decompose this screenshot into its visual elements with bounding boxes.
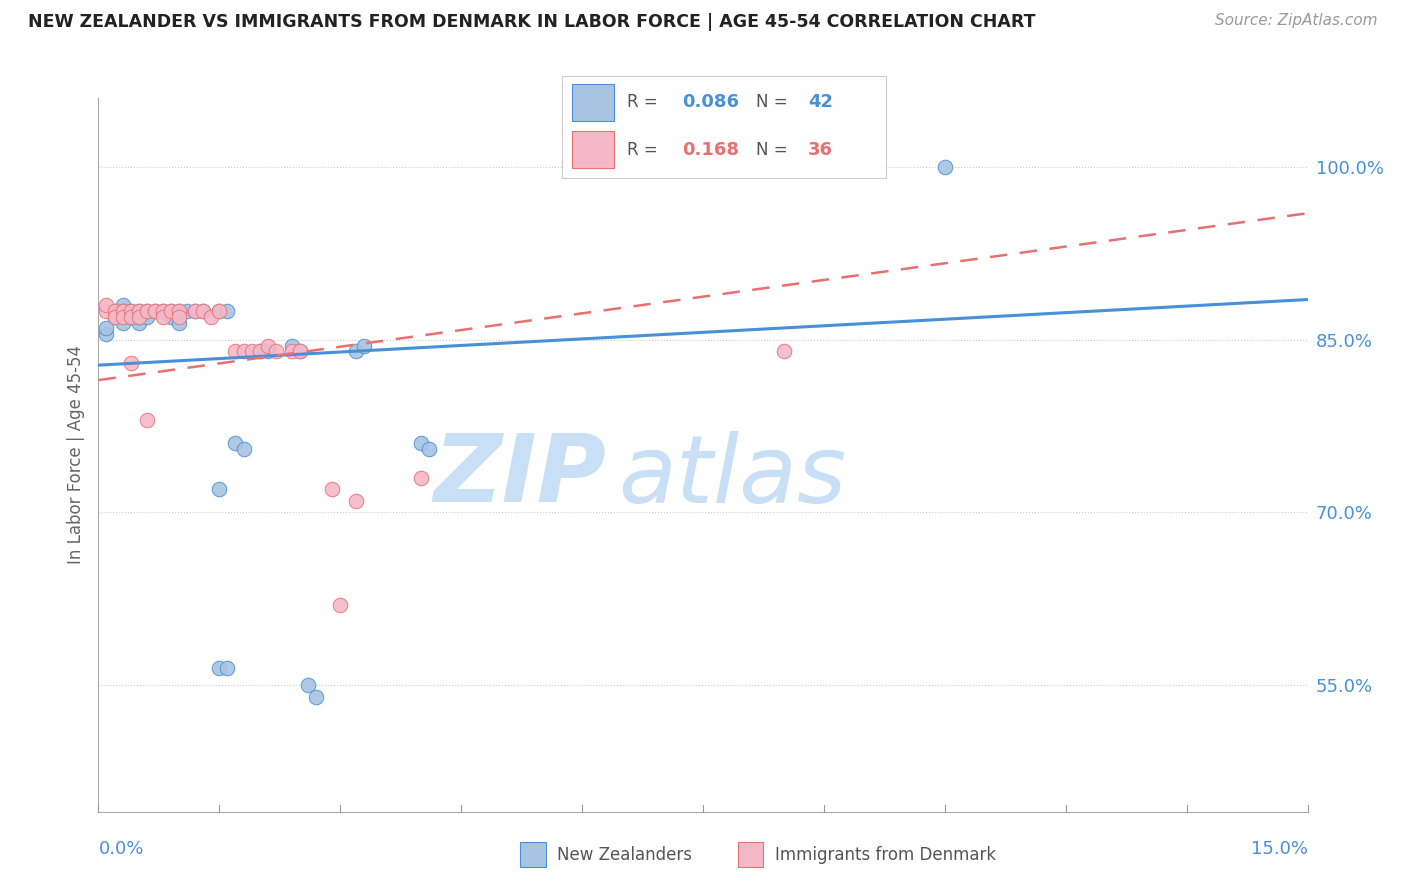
Point xyxy=(344,344,367,359)
Point xyxy=(200,310,222,324)
Point xyxy=(128,304,150,318)
Text: N =: N = xyxy=(756,94,793,112)
Point xyxy=(217,304,239,318)
Point xyxy=(167,304,190,318)
Point xyxy=(160,304,183,318)
Text: NEW ZEALANDER VS IMMIGRANTS FROM DENMARK IN LABOR FORCE | AGE 45-54 CORRELATION : NEW ZEALANDER VS IMMIGRANTS FROM DENMARK… xyxy=(28,13,1036,31)
Point xyxy=(103,310,125,324)
Point xyxy=(772,344,794,359)
Point xyxy=(305,690,328,704)
Point xyxy=(96,327,118,342)
Text: ZIP: ZIP xyxy=(433,430,606,523)
Point xyxy=(111,316,134,330)
Point xyxy=(152,304,174,318)
Point xyxy=(96,304,118,318)
Point xyxy=(128,310,150,324)
Point xyxy=(232,442,254,457)
Point xyxy=(111,304,134,318)
Text: 36: 36 xyxy=(808,141,834,159)
Point xyxy=(120,310,142,324)
Point xyxy=(143,304,166,318)
Text: N =: N = xyxy=(756,141,793,159)
Point xyxy=(152,304,174,318)
Point xyxy=(128,310,150,324)
Bar xyxy=(572,131,614,168)
Point xyxy=(249,344,271,359)
Text: 0.168: 0.168 xyxy=(682,141,740,159)
Point xyxy=(208,483,231,497)
Point xyxy=(167,304,190,318)
Point xyxy=(288,344,311,359)
Bar xyxy=(572,84,614,121)
Point xyxy=(217,661,239,675)
Point xyxy=(409,471,432,485)
Point xyxy=(167,316,190,330)
Point xyxy=(193,304,215,318)
Point xyxy=(344,494,367,508)
Text: R =: R = xyxy=(627,141,664,159)
Point xyxy=(184,304,207,318)
Point xyxy=(160,310,183,324)
Point xyxy=(120,310,142,324)
Text: 0.086: 0.086 xyxy=(682,94,740,112)
Point xyxy=(103,304,125,318)
Point xyxy=(111,298,134,312)
Point xyxy=(264,344,287,359)
Point xyxy=(256,338,278,352)
Point xyxy=(128,316,150,330)
Text: 15.0%: 15.0% xyxy=(1250,840,1308,858)
Point xyxy=(224,436,246,450)
Y-axis label: In Labor Force | Age 45-54: In Labor Force | Age 45-54 xyxy=(66,345,84,565)
Point xyxy=(256,344,278,359)
Point xyxy=(111,310,134,324)
Point xyxy=(281,338,304,352)
Point xyxy=(135,310,157,324)
Point xyxy=(321,483,343,497)
Point xyxy=(160,304,183,318)
Point xyxy=(152,310,174,324)
Point xyxy=(120,356,142,370)
Point xyxy=(135,304,157,318)
Point xyxy=(297,678,319,692)
Point xyxy=(111,304,134,318)
Point xyxy=(176,304,198,318)
Point xyxy=(281,344,304,359)
Point xyxy=(353,338,375,352)
Point xyxy=(418,442,440,457)
Text: Immigrants from Denmark: Immigrants from Denmark xyxy=(775,846,995,863)
Point xyxy=(249,344,271,359)
Point xyxy=(409,436,432,450)
Point xyxy=(103,304,125,318)
Point xyxy=(135,413,157,427)
Point xyxy=(224,344,246,359)
Point xyxy=(128,304,150,318)
Text: atlas: atlas xyxy=(619,431,846,522)
Text: R =: R = xyxy=(627,94,664,112)
Point xyxy=(240,344,263,359)
Text: 0.0%: 0.0% xyxy=(98,840,143,858)
Point xyxy=(120,304,142,318)
Point xyxy=(288,344,311,359)
Point xyxy=(120,310,142,324)
Point xyxy=(232,344,254,359)
Point xyxy=(96,321,118,335)
Point xyxy=(934,160,956,174)
Point xyxy=(120,304,142,318)
Point xyxy=(208,304,231,318)
Text: 42: 42 xyxy=(808,94,834,112)
Text: Source: ZipAtlas.com: Source: ZipAtlas.com xyxy=(1215,13,1378,29)
Point xyxy=(184,304,207,318)
Point xyxy=(167,310,190,324)
Point xyxy=(329,598,352,612)
Point xyxy=(96,298,118,312)
Point xyxy=(135,304,157,318)
Text: New Zealanders: New Zealanders xyxy=(557,846,692,863)
Point xyxy=(103,310,125,324)
Point xyxy=(143,304,166,318)
Point xyxy=(208,661,231,675)
Point xyxy=(208,304,231,318)
Point xyxy=(193,304,215,318)
